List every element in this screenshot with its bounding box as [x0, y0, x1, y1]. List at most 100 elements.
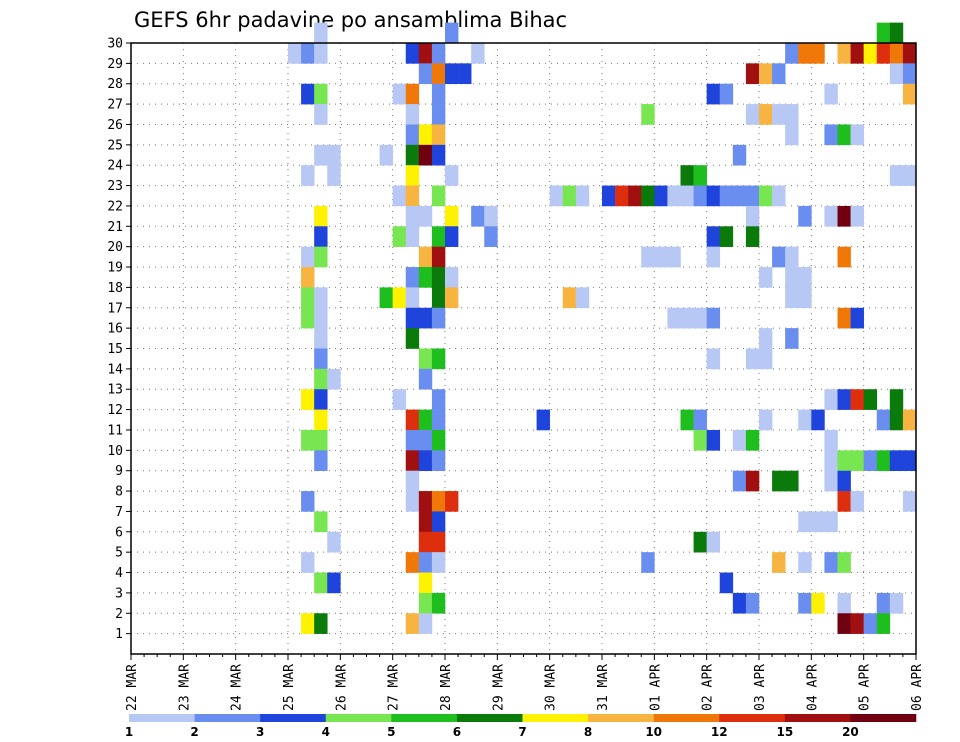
heatmap-cell [301, 287, 315, 309]
y-tick-label: 2 [115, 607, 123, 622]
heatmap-cell [745, 63, 760, 85]
heatmap-cell [418, 205, 433, 227]
y-tick-label: 19 [107, 261, 123, 276]
heatmap-cell [706, 429, 721, 451]
heatmap-cell [314, 22, 328, 44]
heatmap-cell [732, 185, 747, 207]
legend-label: 2 [190, 725, 198, 739]
heatmap-cell [314, 450, 328, 471]
heatmap-cell [314, 307, 328, 329]
heatmap-cell [418, 368, 433, 390]
heatmap-cell [745, 592, 760, 614]
heatmap-cell [379, 287, 393, 309]
x-tick-label: 26 MAR [334, 664, 349, 711]
heatmap-cell [824, 389, 838, 410]
x-tick-label: 05 APR [858, 664, 873, 711]
heatmap-cell [759, 104, 773, 125]
y-tick-label: 27 [107, 98, 123, 113]
heatmap-cell [824, 124, 838, 146]
heatmap-cell [314, 511, 328, 533]
heatmap-cell [772, 470, 786, 492]
heatmap-cell [301, 613, 315, 634]
heatmap-cell [418, 450, 433, 471]
heatmap-cell [392, 226, 407, 247]
heatmap-cell [798, 409, 812, 431]
heatmap-cell [745, 429, 760, 451]
heatmap-cell [876, 613, 891, 634]
heatmap-cell [759, 328, 773, 349]
heatmap-cell [785, 267, 799, 288]
heatmap-cell [327, 144, 341, 166]
heatmap-cell [418, 572, 433, 594]
heatmap-cell [445, 22, 459, 44]
heatmap-cell [575, 287, 590, 309]
heatmap-cell [301, 491, 315, 512]
heatmap-cell [405, 83, 420, 105]
heatmap-cell [431, 592, 446, 614]
heatmap-cell [680, 409, 694, 431]
heatmap-cell [706, 83, 721, 105]
heatmap-cell [431, 429, 446, 451]
heatmap-cell [602, 185, 616, 207]
heatmap-cell [314, 368, 328, 390]
heatmap-cell [445, 267, 459, 288]
heatmap-cell [431, 43, 446, 64]
y-tick-label: 21 [107, 220, 123, 235]
heatmap-cell [314, 287, 328, 309]
heatmap-cell [431, 491, 446, 512]
heatmap-cell [562, 185, 577, 207]
heatmap-cell [549, 185, 564, 207]
y-tick-label: 4 [115, 566, 123, 581]
y-tick-label: 8 [115, 485, 123, 500]
heatmap-cell [641, 104, 655, 125]
heatmap-cell [732, 592, 747, 614]
heatmap-cell [837, 592, 851, 614]
heatmap-cell [772, 552, 786, 573]
heatmap-cell [811, 511, 825, 533]
heatmap-cell [759, 185, 773, 207]
heatmap-cell [889, 592, 904, 614]
heatmap-cell [418, 409, 433, 431]
legend-label: 7 [518, 725, 526, 739]
heatmap-cell [745, 205, 760, 227]
heatmap-cell [824, 429, 838, 451]
heatmap-cell [889, 389, 904, 410]
heatmap-cell [824, 511, 838, 533]
heatmap-cell [314, 409, 328, 431]
x-tick-label: 04 APR [805, 664, 820, 711]
heatmap-cell [301, 43, 315, 64]
heatmap-cell [379, 144, 393, 166]
heatmap-cell [759, 348, 773, 370]
y-tick-label: 9 [115, 464, 123, 479]
heatmap-cell [902, 43, 917, 64]
heatmap-cell [863, 613, 878, 634]
heatmap-cell [641, 185, 655, 207]
heatmap-cell [431, 552, 446, 573]
heatmap-cell [405, 124, 420, 146]
heatmap-cell [405, 267, 420, 288]
heatmap-cell [405, 226, 420, 247]
y-tick-label: 5 [115, 546, 123, 561]
legend-color-swatch [260, 714, 327, 722]
y-tick-label: 17 [107, 301, 123, 316]
y-tick-label: 15 [107, 342, 123, 357]
heatmap-cell [392, 185, 407, 207]
heatmap-cell [405, 450, 420, 471]
heatmap-cell [445, 165, 459, 186]
heatmap-cell [445, 226, 459, 247]
heatmap-cell [837, 43, 851, 64]
heatmap-cell [863, 450, 878, 471]
heatmap-cell [798, 43, 812, 64]
heatmap-cell [615, 185, 629, 207]
heatmap-cell [628, 185, 642, 207]
heatmap-cell [719, 83, 734, 105]
heatmap-cell [418, 552, 433, 573]
heatmap-cell [301, 429, 315, 451]
heatmap-cell [824, 470, 838, 492]
heatmap-cell [759, 63, 773, 85]
legend-label: 5 [387, 725, 395, 739]
heatmap-cells [288, 22, 917, 634]
heatmap-cell [301, 246, 315, 268]
heatmap-cell [314, 328, 328, 349]
heatmap-cell [314, 572, 328, 594]
